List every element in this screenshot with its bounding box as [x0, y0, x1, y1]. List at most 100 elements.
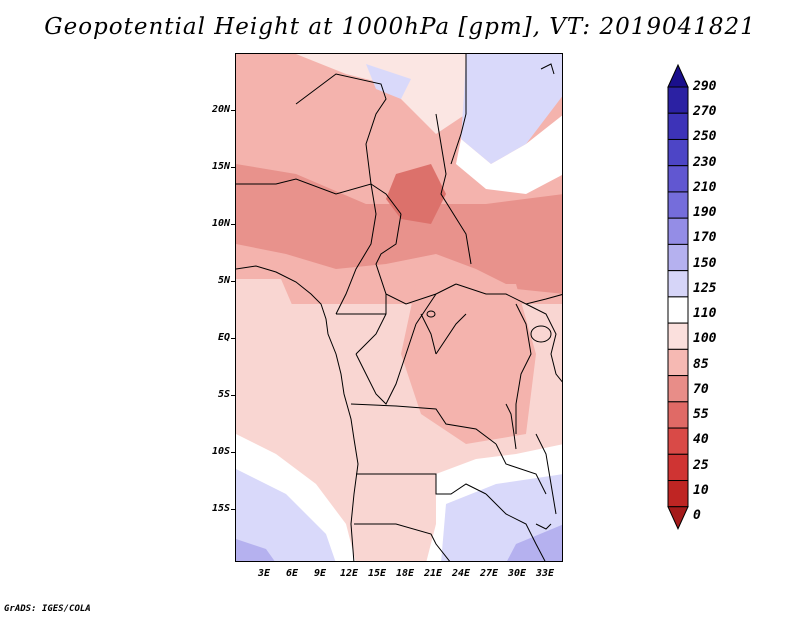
- lat-tick: [231, 224, 235, 225]
- border-niger-north: [295, 73, 387, 185]
- colorbar-segment: [667, 270, 689, 298]
- border-drc-east: [515, 303, 532, 434]
- colorbar-label: 190: [693, 205, 717, 221]
- border-libya-sudan: [450, 54, 467, 165]
- colorbar-segment: [667, 191, 689, 219]
- lat-label-10n: 10N: [211, 218, 230, 229]
- lat-label-5n: 5N: [217, 275, 230, 286]
- colorbar-segment: [667, 243, 689, 272]
- colorbar-label: 170: [693, 230, 717, 246]
- lat-label-20n: 20N: [211, 104, 230, 115]
- colorbar-label: 210: [693, 179, 717, 195]
- colorbar-label: 150: [693, 255, 717, 271]
- shade-north-blue-patch: [366, 64, 411, 99]
- map-title: Geopotential Height at 1000hPa [gpm], VT…: [44, 14, 756, 40]
- lat-tick: [231, 452, 235, 453]
- border-drc-zambia: [495, 443, 547, 495]
- colorbar-label: 40: [693, 432, 709, 448]
- shade-congo-pink: [401, 284, 536, 444]
- shade-southwest-blue: [236, 469, 336, 561]
- border-cameroon-congo: [355, 294, 387, 355]
- border-nigeria-niger: [236, 178, 402, 215]
- lakes: [426, 63, 555, 530]
- lake-nasser: [540, 63, 555, 75]
- lat-label-10s: 10S: [211, 446, 230, 457]
- lake-kariba: [535, 523, 552, 530]
- colorbar-segment: [667, 401, 689, 429]
- credit-label: GrADS: IGES/COLA: [4, 604, 91, 614]
- border-congo-drc: [355, 323, 417, 405]
- colorbar-label: 250: [693, 129, 717, 145]
- colorbar-label: 55: [693, 407, 709, 423]
- country-borders: [236, 54, 562, 561]
- colorbar-label: 125: [693, 280, 717, 296]
- border-congo-river: [435, 313, 467, 355]
- border-lake-region: [535, 433, 557, 515]
- colorbar-label: 85: [693, 356, 709, 372]
- colorbar-segment: [667, 112, 689, 140]
- lon-label-6e: 6E: [285, 568, 299, 579]
- colorbar-label: 100: [693, 331, 717, 347]
- shade-north-light: [296, 54, 466, 134]
- colorbar-label: 270: [693, 104, 717, 120]
- lake-tanganyika: [505, 403, 517, 450]
- lat-label-15s: 15S: [211, 503, 230, 514]
- lake-small: [426, 310, 436, 318]
- border-chad-car: [375, 213, 457, 305]
- shade-southwest-deeper-blue: [236, 539, 275, 561]
- shade-northeast-blue: [461, 54, 562, 164]
- lat-tick: [231, 167, 235, 168]
- border-uganda-kenya: [525, 303, 562, 383]
- colorbar-segment: [667, 427, 689, 455]
- colorbar-label: 230: [693, 154, 717, 170]
- lon-label-12e: 12E: [339, 568, 359, 579]
- map-panel: [235, 53, 563, 562]
- colorbar-segment: [667, 453, 689, 482]
- lat-tick: [231, 110, 235, 111]
- border-drc-angola: [350, 403, 497, 445]
- colorbar-label: 110: [693, 306, 717, 322]
- colorbar-label: 0: [693, 508, 701, 524]
- colorbar-segment: [667, 480, 689, 508]
- colorbar-bottom-arrow: [667, 506, 689, 530]
- border-nigeria-cameroon: [335, 183, 377, 315]
- colorbar-segment: [667, 322, 689, 350]
- colorbar-segment: [667, 375, 689, 403]
- lon-label-3e: 3E: [257, 568, 271, 579]
- lon-label-18e: 18E: [395, 568, 415, 579]
- border-angola-zambia: [356, 473, 487, 495]
- border-zambia-zimbabwe: [485, 493, 546, 561]
- colorbar-label: 290: [693, 79, 717, 94]
- geopotential-map: [236, 54, 562, 561]
- lat-tick: [231, 509, 235, 510]
- border-chad-sudan: [435, 113, 472, 265]
- colorbar-label: 70: [693, 381, 709, 397]
- shade-northeast-white: [456, 115, 562, 194]
- border-drc-car: [415, 293, 437, 325]
- lon-label-30e: 30E: [507, 568, 527, 579]
- lat-label-15n: 15N: [211, 161, 230, 172]
- colorbar-segment: [667, 296, 689, 324]
- colorbar-segment: [667, 348, 689, 377]
- lat-tick: [231, 395, 235, 396]
- border-angola-namibia: [354, 523, 451, 561]
- colorbar-segment: [667, 86, 689, 114]
- colorbar-segment: [667, 165, 689, 193]
- lon-label-24e: 24E: [451, 568, 471, 579]
- border-car-south: [455, 283, 562, 305]
- lon-label-27e: 27E: [479, 568, 499, 579]
- colorbar-label: 25: [693, 457, 709, 473]
- lake-victoria: [530, 325, 552, 343]
- colorbar: [667, 63, 689, 530]
- shade-southeast-deeper-blue: [507, 524, 562, 561]
- lat-tick: [231, 338, 235, 339]
- lon-label-9e: 9E: [313, 568, 327, 579]
- colorbar-segment: [667, 217, 689, 245]
- border-ubangi-river: [420, 313, 437, 355]
- colorbar-segment: [667, 138, 689, 167]
- lon-label-33e: 33E: [535, 568, 555, 579]
- colorbar-top-arrow: [667, 63, 689, 88]
- lat-label-5s: 5S: [217, 389, 230, 400]
- shade-chad-deep-red: [386, 164, 446, 224]
- lat-tick: [231, 281, 235, 282]
